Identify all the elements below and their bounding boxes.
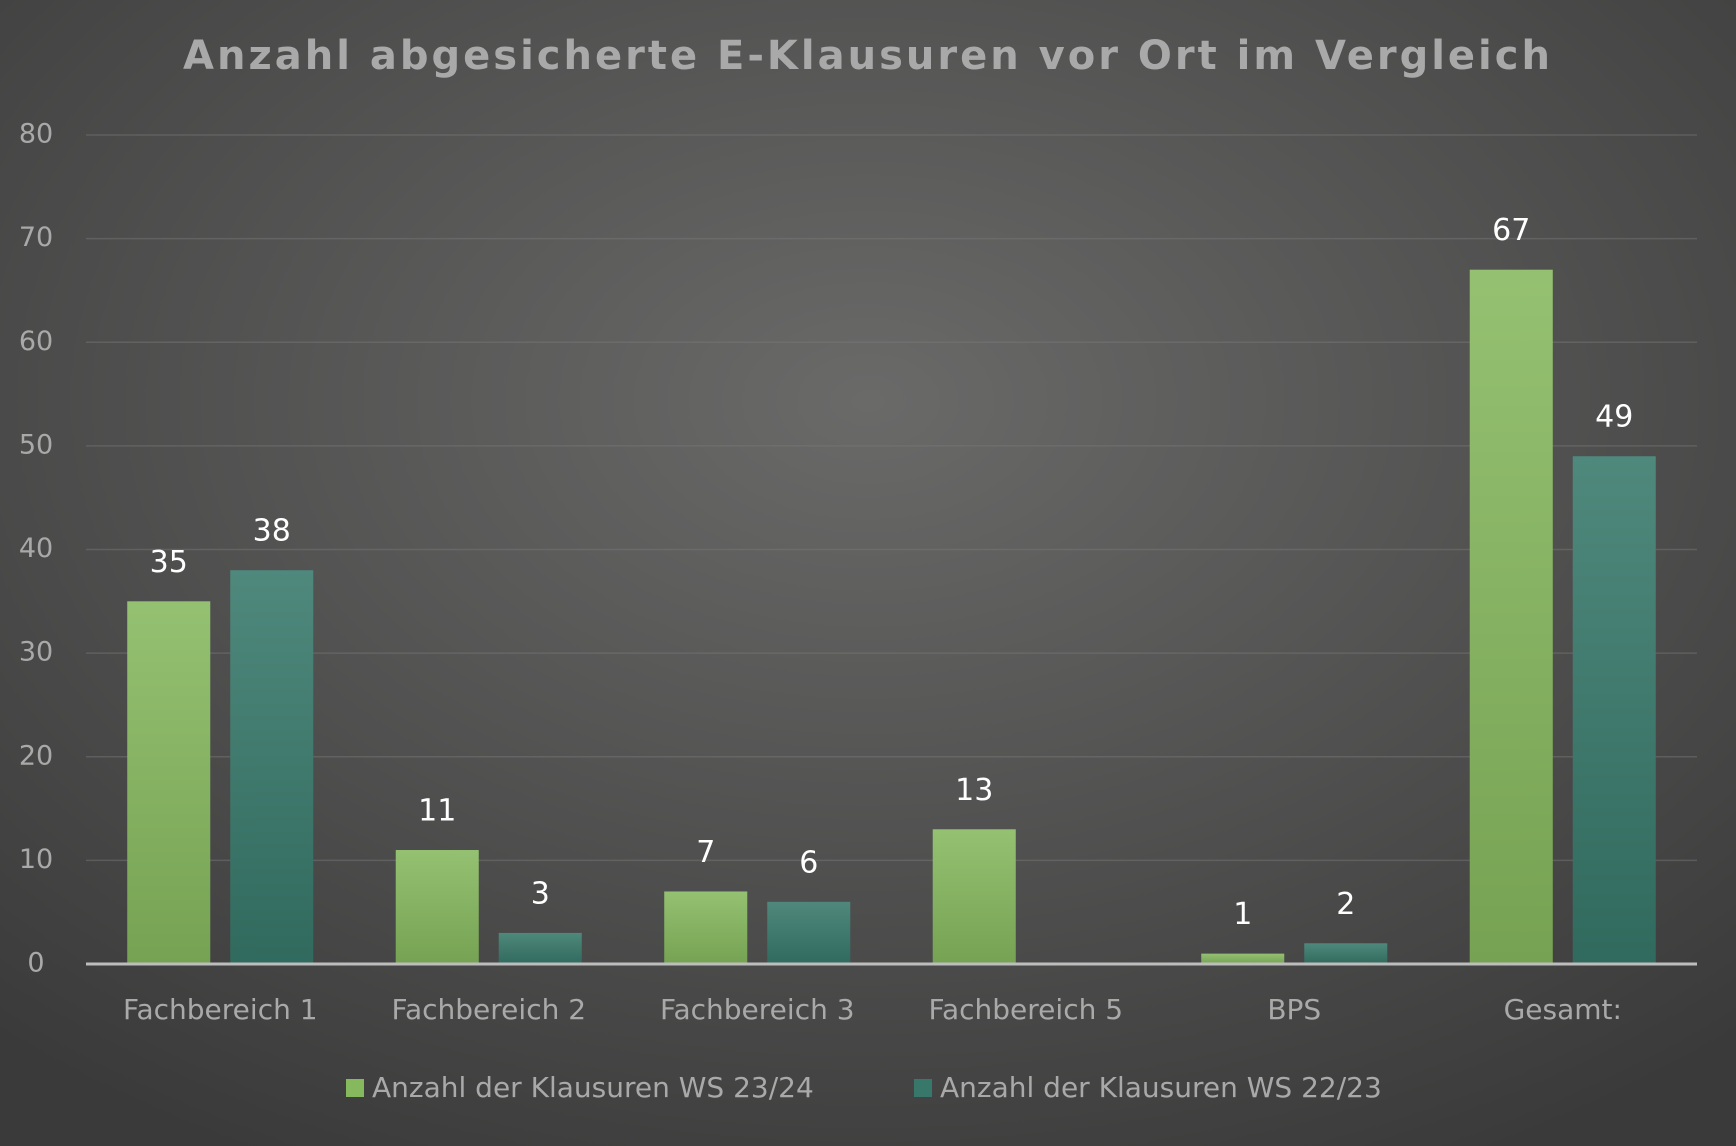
data-label: 6 [799, 845, 818, 880]
bar-shade [230, 570, 314, 964]
legend-swatch [914, 1079, 932, 1097]
bar-shade [1201, 953, 1285, 964]
y-tick-label: 60 [19, 326, 53, 357]
y-tick-label: 30 [19, 637, 53, 668]
data-label: 67 [1492, 213, 1530, 248]
y-tick-label: 10 [19, 844, 53, 875]
data-label: 7 [696, 835, 715, 870]
data-label: 3 [531, 876, 550, 911]
legend-label: Anzahl der Klausuren WS 23/24 [372, 1071, 814, 1104]
y-tick-label: 50 [19, 429, 53, 460]
data-label: 49 [1595, 400, 1633, 435]
x-tick-label: Gesamt: [1504, 993, 1622, 1026]
bar-shade [664, 891, 748, 964]
bar-shade [395, 850, 479, 964]
data-label: 1 [1233, 897, 1252, 932]
x-tick-label: Fachbereich 2 [391, 993, 586, 1026]
y-tick-label: 70 [19, 222, 53, 253]
legend-swatch [346, 1079, 364, 1097]
bar-shade [1572, 456, 1656, 964]
x-tick-label: Fachbereich 5 [928, 993, 1123, 1026]
y-tick-label: 40 [19, 533, 53, 564]
data-label: 38 [253, 514, 291, 549]
bar-shade [932, 829, 1016, 964]
x-tick-label: BPS [1267, 993, 1321, 1026]
legend-label: Anzahl der Klausuren WS 22/23 [940, 1071, 1382, 1104]
data-label: 2 [1336, 887, 1355, 922]
bar-shade [498, 932, 582, 964]
data-label: 35 [150, 545, 188, 580]
x-tick-label: Fachbereich 3 [660, 993, 855, 1026]
bar-shade [127, 601, 211, 964]
chart-title: Anzahl abgesicherte E-Klausuren vor Ort … [183, 33, 1553, 79]
bar-shade [1469, 269, 1553, 964]
x-tick-label: Fachbereich 1 [123, 993, 318, 1026]
data-label: 13 [955, 773, 993, 808]
y-tick-label: 0 [27, 948, 44, 979]
y-tick-label: 80 [19, 119, 53, 150]
y-tick-label: 20 [19, 740, 53, 771]
bar-shade [1304, 943, 1388, 964]
bar-shade [767, 901, 851, 964]
data-label: 11 [418, 794, 456, 829]
